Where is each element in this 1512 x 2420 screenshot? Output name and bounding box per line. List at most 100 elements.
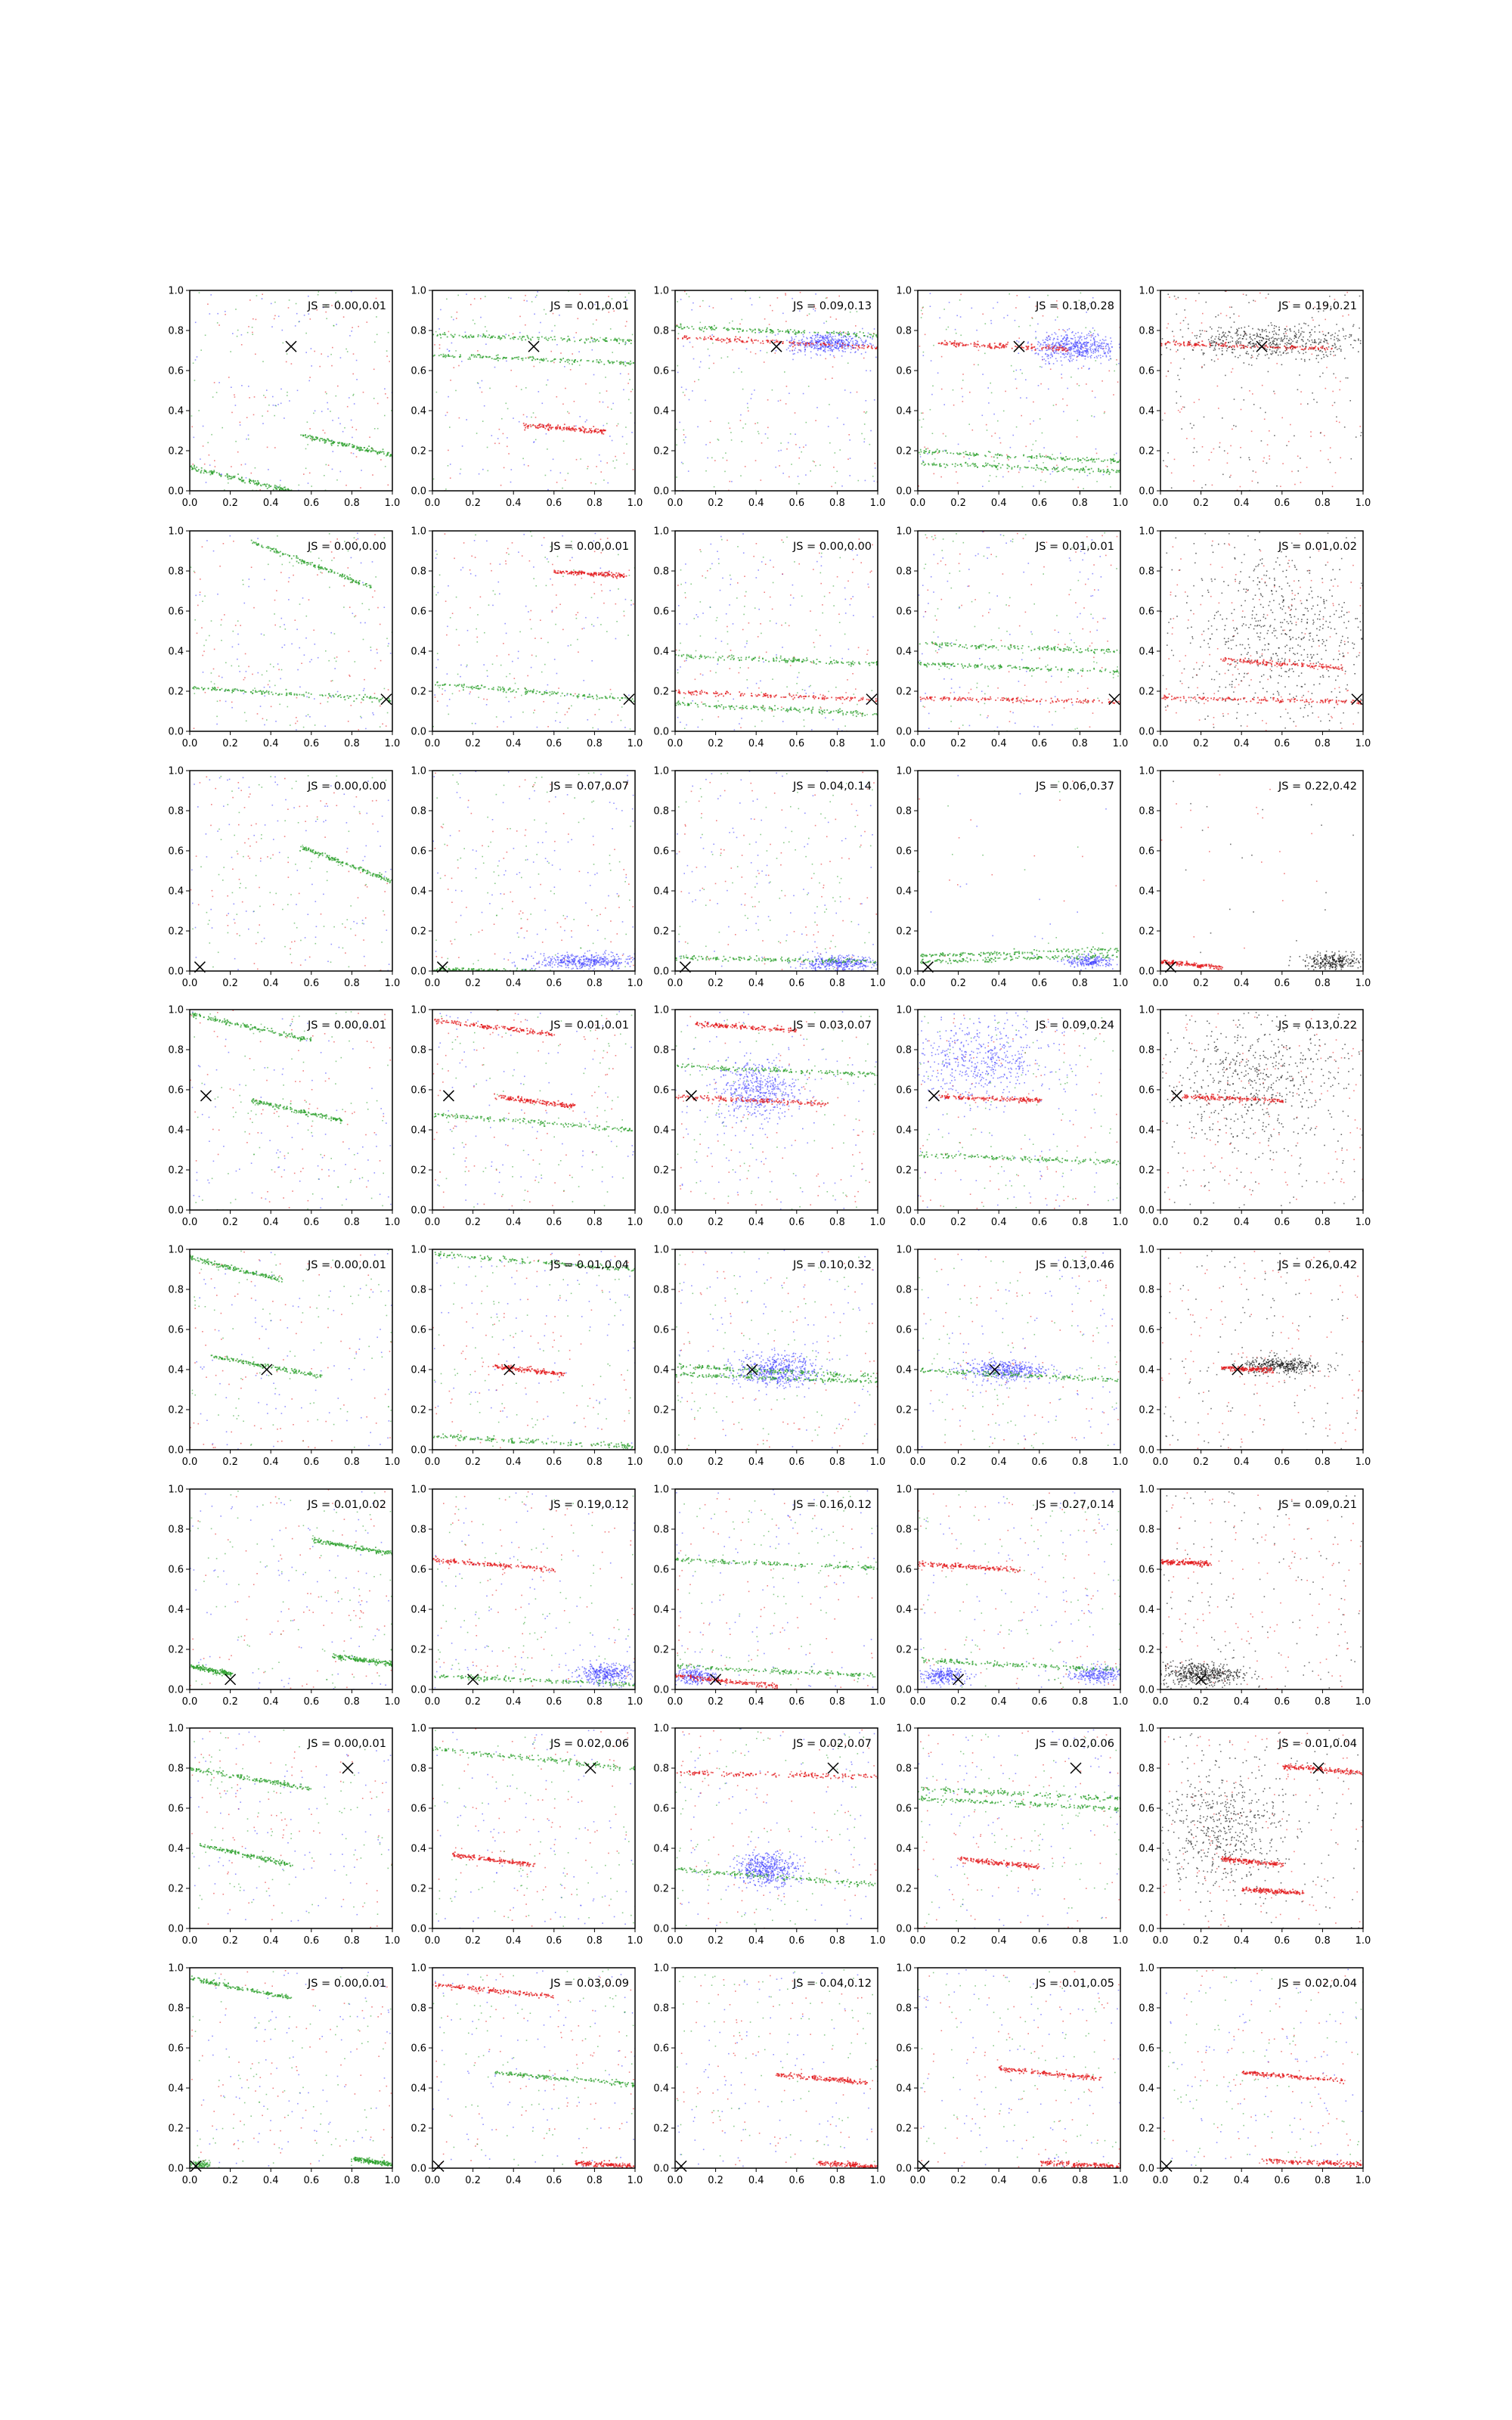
point-blue [1074,346,1076,349]
point-red [373,590,376,592]
point-blue [1054,345,1055,346]
point-red [572,429,574,431]
point-blue [194,359,197,361]
point-green [972,462,974,464]
point-green [482,420,484,422]
point-red [364,678,365,681]
point-black [1229,341,1232,343]
point-black [1259,342,1261,343]
point-blue [988,402,990,404]
point-blue [362,582,364,584]
point-red [449,477,451,479]
point-green [741,318,743,321]
point-black [1279,351,1281,353]
point-red [579,293,581,295]
y-tick-label: 0.4 [168,406,184,417]
point-red [987,346,989,348]
point-blue [854,332,856,334]
point-black [1253,299,1254,302]
point-red [572,353,573,355]
point-blue [822,335,824,337]
point-green [349,442,351,445]
point-blue [1047,343,1049,345]
point-red [1175,298,1177,300]
point-blue [246,438,247,440]
point-blue [812,335,813,337]
point-green [596,339,599,340]
point-green [711,329,713,330]
point-green [947,326,950,328]
point-red [978,349,980,352]
point-blue [268,469,269,470]
point-green [1081,469,1083,471]
point-black [1180,396,1182,398]
point-green [945,450,947,452]
point-green [1052,468,1053,470]
point-black [1266,462,1268,464]
point-green [332,442,333,444]
point-green [513,337,516,338]
point-blue [828,340,830,342]
point-green [326,318,327,320]
point-blue [922,355,925,356]
point-green [386,451,389,454]
point-blue [245,477,247,479]
point-green [855,336,857,337]
point-red [581,429,582,431]
point-red [502,433,504,435]
point-green [1027,456,1029,458]
point-green [384,466,386,467]
point-blue [731,480,733,482]
point-red [1182,406,1184,408]
point-blue [547,489,549,491]
point-black [1303,349,1305,351]
point-green [955,332,957,334]
point-green [972,452,974,455]
point-green [956,452,958,455]
point-blue [804,343,806,345]
point-green [439,334,442,336]
point-blue [1103,342,1105,344]
point-blue [798,446,801,448]
point-black [1217,338,1219,340]
point-green [682,392,684,393]
point-red [955,346,956,347]
point-blue [280,678,281,680]
point-blue [1090,343,1092,346]
point-red [207,303,209,305]
point-blue [237,633,239,635]
point-black [1246,351,1248,352]
point-blue [280,617,283,619]
point-green [1030,467,1033,469]
point-green [621,361,623,364]
point-green [451,335,454,337]
point-black [1209,341,1210,343]
point-red [1284,346,1287,348]
point-green [726,328,728,330]
point-green [1119,459,1120,461]
point-red [1173,458,1176,461]
point-red [863,347,865,349]
point-green [474,323,476,324]
point-red [792,346,794,348]
point-red [742,340,744,343]
point-green [1013,371,1015,372]
point-red [590,430,591,431]
point-red [596,466,597,467]
point-red [703,338,705,340]
point-green [215,472,218,473]
point-green [934,464,937,466]
point-blue [847,338,850,340]
point-blue [857,349,859,351]
point-red [274,599,276,601]
point-black [1309,332,1311,334]
x-marker [770,340,782,352]
point-blue [237,658,238,660]
point-red [1170,362,1172,364]
point-blue [1077,355,1079,357]
point-green [630,343,632,344]
point-green [598,340,600,343]
point-red [1286,325,1287,327]
point-green [532,358,534,359]
point-green [390,454,392,455]
